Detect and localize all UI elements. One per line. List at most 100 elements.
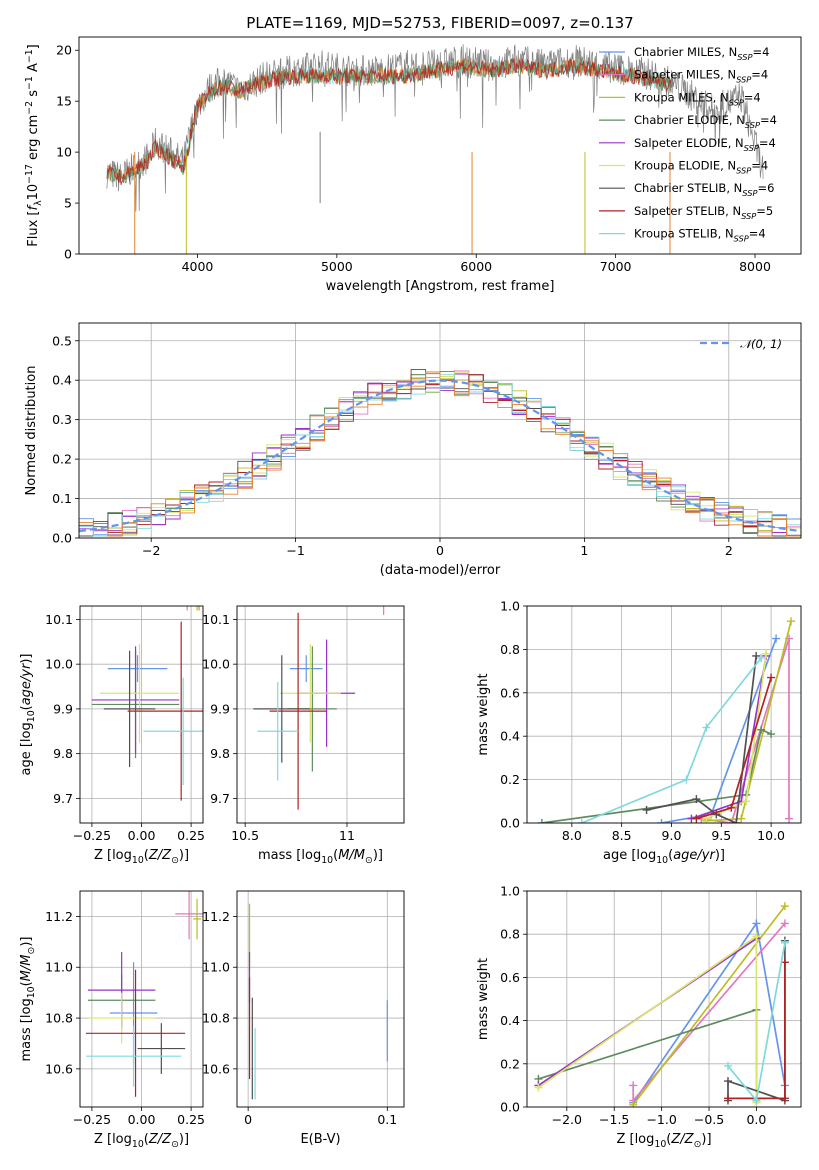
y-tick-label: 11.0 <box>45 960 73 975</box>
x-tick-label: 0.25 <box>177 828 205 843</box>
label-part: (data-model)/error <box>380 563 501 578</box>
label-part: log <box>636 848 656 863</box>
label-part: cm <box>26 115 41 135</box>
label-part: E(B-V) <box>300 1132 340 1147</box>
label-part: SSP <box>741 211 756 221</box>
label-part: age/yr <box>673 848 716 863</box>
label-part: =4 <box>751 68 768 82</box>
label-part: log <box>19 998 34 1018</box>
legend-entry: 𝒩(0, 1) <box>740 337 782 351</box>
x-tick-label: 5000 <box>321 259 353 274</box>
label-part: mass [ <box>19 1018 34 1061</box>
chart-mass_weight_vs_age: 8.0 8.5 9.0 9.5 10.0 0.0 0.2 0.4 0.6 0.8 1.0 age [l… <box>476 599 802 866</box>
x-axis-label: E(B-V) <box>300 1132 340 1147</box>
x-tick-label: 0.25 <box>177 1112 205 1127</box>
x-tick-label: −1.5 <box>599 1112 629 1127</box>
plot-area <box>85 891 203 1097</box>
label-part: ⊙ <box>171 855 179 866</box>
x-tick-label: −1 <box>286 543 304 558</box>
label-part: log <box>112 1132 132 1147</box>
data-point-marker <box>534 1083 543 1092</box>
data-point-marker <box>727 803 736 812</box>
label-part: wavelength [Angstrom, rest frame] <box>326 279 555 294</box>
y-tick-label: 0.8 <box>500 927 520 942</box>
mass-weight-line <box>661 638 777 823</box>
label-part: N <box>736 113 745 127</box>
y-tick-label: 0.0 <box>52 531 72 546</box>
label-part: )] <box>19 653 34 663</box>
data-point-marker <box>752 919 761 928</box>
x-tick-label: 2 <box>725 543 733 558</box>
label-part: ] <box>26 44 41 49</box>
y-tick-label: 0.8 <box>500 642 520 657</box>
label-part: mass weight <box>476 958 491 1040</box>
label-part: ⊙ <box>26 947 37 955</box>
data-point-marker <box>780 1094 789 1103</box>
label-part: A <box>26 63 41 72</box>
label-part: SSP <box>737 52 752 62</box>
label-part: ⊙ <box>365 855 373 866</box>
plot-area <box>248 903 388 1100</box>
label-part: Salpeter MILES, <box>634 68 727 82</box>
y-tick-label: 10.0 <box>202 657 230 672</box>
label-part: =4 <box>752 45 769 59</box>
y-tick-label: 0.5 <box>52 333 72 348</box>
x-tick-label: 8000 <box>739 259 771 274</box>
data-point-marker <box>629 1081 638 1090</box>
y-tick-label: 0.4 <box>500 1013 520 1028</box>
x-axis-label: wavelength [Angstrom, rest frame] <box>326 279 555 294</box>
y-tick-label: 0.4 <box>52 373 72 388</box>
label-part: =5 <box>756 204 773 218</box>
label-part: ( <box>19 981 34 986</box>
label-part: ( <box>668 848 673 863</box>
data-point-marker <box>787 617 796 626</box>
data-point-marker <box>737 814 746 823</box>
label-part: log <box>301 848 321 863</box>
label-part: ( <box>19 705 34 710</box>
axes-frame <box>236 890 405 1108</box>
label-part: SSP <box>736 166 751 176</box>
label-part: SSP <box>736 75 751 85</box>
label-part: −1 <box>24 76 35 90</box>
label-part: ( <box>666 1132 671 1147</box>
axes-frame <box>526 605 802 824</box>
data-point-marker <box>702 723 711 732</box>
y-tick-label: 10 <box>56 145 72 160</box>
legend-entry: Chabrier STELIB, NSSP=6 <box>634 181 774 198</box>
label-part: 10 <box>132 1139 144 1150</box>
label-part: ( <box>144 848 149 863</box>
label-part: 10 <box>656 855 668 866</box>
legend-entry: Chabrier ELODIE, NSSP=4 <box>634 113 777 130</box>
label-part: Chabrier STELIB, <box>634 181 734 195</box>
y-tick-label: 1.0 <box>500 599 520 614</box>
x-tick-label: 10.0 <box>757 828 785 843</box>
data-point-marker <box>692 795 701 804</box>
data-point-marker <box>742 797 751 806</box>
label-part: age [ <box>603 848 636 863</box>
label-part: N <box>727 68 736 82</box>
x-tick-label: −0.25 <box>73 1112 111 1127</box>
y-tick-label: 15 <box>56 94 72 109</box>
legend-entry: Kroupa STELIB, NSSP=4 <box>634 227 766 244</box>
gaussian-curve <box>79 379 801 533</box>
data-point-marker <box>752 651 761 660</box>
x-tick-label: 9.0 <box>662 828 682 843</box>
label-part: log <box>19 722 34 742</box>
label-part: 10 <box>132 855 144 866</box>
data-point-marker <box>657 819 666 823</box>
data-point-marker <box>780 902 789 911</box>
y-tick-label: 0 <box>64 247 72 262</box>
y-axis-label: mass weight <box>476 958 491 1040</box>
data-point-marker <box>752 1096 761 1105</box>
label-part: Salpeter STELIB, <box>634 204 732 218</box>
label-part: mass [ <box>258 848 301 863</box>
data-point-marker <box>577 819 586 823</box>
x-axis-label: Z [log10(Z/Z⊙)] <box>94 1132 189 1150</box>
x-tick-label: 1 <box>580 543 588 558</box>
label-part: SSP <box>742 188 757 198</box>
x-tick-label: 0.00 <box>128 828 156 843</box>
axes-frame <box>236 605 405 824</box>
label-part: −17 <box>24 164 35 184</box>
